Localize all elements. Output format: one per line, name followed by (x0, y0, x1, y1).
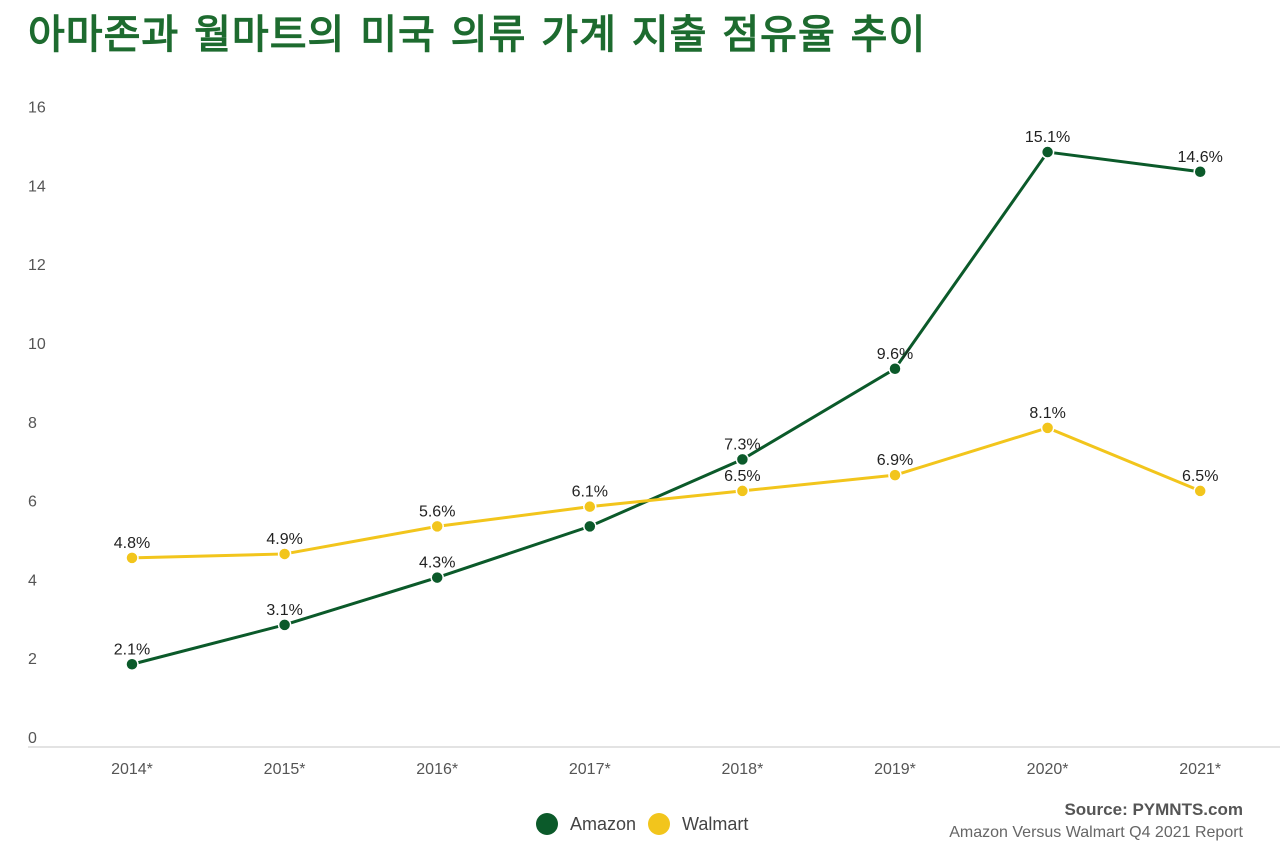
amazon-data-label: 4.3% (419, 555, 455, 572)
legend-walmart-label: Walmart (682, 813, 749, 834)
source-line: Source: PYMNTS.com (1064, 800, 1243, 819)
walmart-data-label: 8.1% (1029, 405, 1065, 422)
x-tick-label: 2018* (721, 761, 763, 778)
walmart-data-label: 5.6% (419, 503, 455, 520)
amazon-line (131, 150, 1201, 666)
y-tick-label: 12 (28, 257, 46, 274)
legend-amazon-label: Amazon (570, 813, 637, 834)
x-tick-label: 2015* (264, 761, 306, 778)
x-tick-label: 2021* (1179, 761, 1221, 778)
walmart-point (583, 499, 597, 514)
amazon-data-label: 2.1% (114, 641, 150, 658)
walmart-line (131, 426, 1201, 560)
x-tick-label: 2020* (1027, 761, 1069, 778)
x-tick-label: 2017* (569, 761, 611, 778)
legend-amazon-marker (536, 813, 558, 835)
walmart-data-label: 4.8% (114, 535, 150, 552)
x-tick-label: 2014* (111, 761, 153, 778)
walmart-data-label: 6.5% (1182, 468, 1218, 485)
walmart-data-label: 6.5% (724, 468, 760, 485)
source-note: Source: PYMNTS.com Amazon Versus Walmart… (949, 800, 1243, 842)
amazon-data-label: 14.6% (1178, 149, 1223, 166)
chart-title: 아마존과 월마트의 미국 의류 가계 지출 점유율 추이 (28, 12, 927, 58)
walmart-data-label: 6.1% (572, 484, 608, 501)
legend: Amazon Walmart (536, 813, 748, 835)
walmart-point (1193, 484, 1207, 498)
amazon-point (888, 362, 902, 376)
legend-walmart-marker (648, 813, 671, 835)
amazon-point (735, 452, 750, 467)
y-tick-label: 6 (28, 494, 37, 511)
walmart-point (125, 551, 139, 565)
amazon-point (1040, 145, 1055, 159)
report-line: Amazon Versus Walmart Q4 2021 Report (949, 824, 1243, 841)
walmart-point (1040, 421, 1055, 435)
y-tick-label: 8 (28, 415, 37, 432)
amazon-point (1193, 165, 1207, 179)
y-tick-label: 0 (28, 730, 37, 747)
walmart-point (735, 484, 750, 498)
y-tick-label: 4 (28, 572, 37, 589)
x-tick-label: 2019* (874, 761, 916, 778)
walmart-data-label: 4.9% (266, 531, 302, 548)
amazon-point (583, 519, 597, 534)
walmart-point (277, 547, 292, 561)
walmart-point (888, 468, 902, 482)
walmart-point (430, 519, 444, 534)
amazon-point (125, 657, 139, 672)
y-tick-label: 16 (28, 100, 46, 117)
y-tick-label: 2 (28, 651, 37, 668)
amazon-point (277, 618, 292, 632)
amazon-data-label: 15.1% (1025, 129, 1070, 146)
amazon-point (430, 570, 444, 585)
y-tick-label: 14 (28, 178, 46, 195)
amazon-data-label: 3.1% (266, 602, 302, 619)
x-tick-label: 2016* (416, 761, 458, 778)
amazon-data-label: 9.6% (877, 346, 913, 363)
y-tick-label: 10 (28, 336, 46, 353)
walmart-data-label: 6.9% (877, 452, 913, 469)
amazon-data-label: 7.3% (724, 436, 760, 453)
